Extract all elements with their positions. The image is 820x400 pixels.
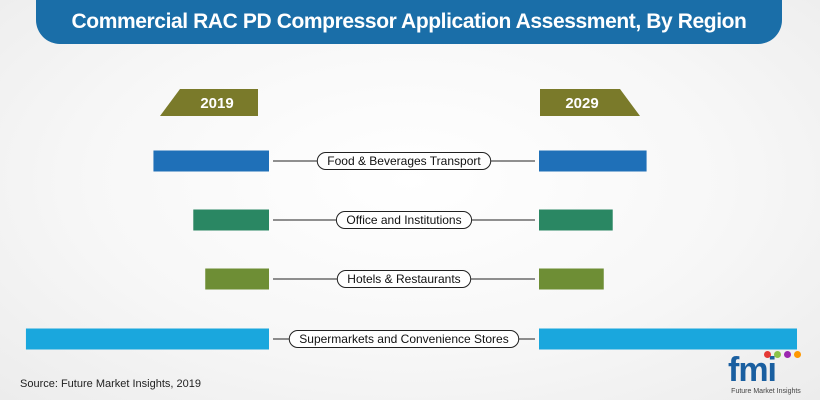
category-pill-1	[335, 211, 473, 229]
chart-title: Commercial RAC PD Compressor Application…	[71, 10, 747, 33]
connector-lines	[273, 160, 535, 340]
logo-mark: fmi	[728, 351, 777, 389]
category-pill-2	[336, 270, 472, 288]
bar-2019-1	[193, 209, 269, 231]
year-tab-2029	[540, 89, 640, 116]
bar-2019-3	[25, 328, 269, 350]
fmi-logo: fmi Future Market Insights	[724, 351, 808, 399]
logo-dot	[794, 351, 801, 358]
bars-2029	[539, 150, 798, 350]
category-label-1: Office and Institutions	[346, 213, 461, 227]
category-pill-0	[316, 152, 492, 170]
bar-2029-2	[539, 268, 604, 290]
bar-2029-3	[539, 328, 798, 350]
category-label-0: Food & Beverages Transport	[327, 154, 481, 168]
year-tabs: 2019 2029	[160, 89, 640, 116]
logo-dot	[774, 351, 781, 358]
logo-subtitle: Future Market Insights	[731, 388, 801, 395]
category-label-3: Supermarkets and Convenience Stores	[299, 332, 508, 346]
category-pill-3	[288, 330, 520, 348]
category-labels: Food & Beverages Transport Office and Ins…	[288, 152, 520, 348]
bar-2019-2	[205, 268, 269, 290]
year-label-2029: 2029	[565, 95, 598, 112]
source-note: Source: Future Market Insights, 2019	[20, 378, 201, 390]
year-tab-2019	[160, 89, 258, 116]
title-banner: Commercial RAC PD Compressor Application…	[36, 0, 782, 44]
bars-2019	[25, 150, 269, 350]
category-label-2: Hotels & Restaurants	[347, 272, 460, 286]
bar-2029-0	[539, 150, 647, 172]
logo-dot	[784, 351, 791, 358]
bar-2029-1	[539, 209, 613, 231]
logo-dot	[764, 351, 771, 358]
bar-2019-0	[153, 150, 269, 172]
year-label-2019: 2019	[200, 95, 233, 112]
